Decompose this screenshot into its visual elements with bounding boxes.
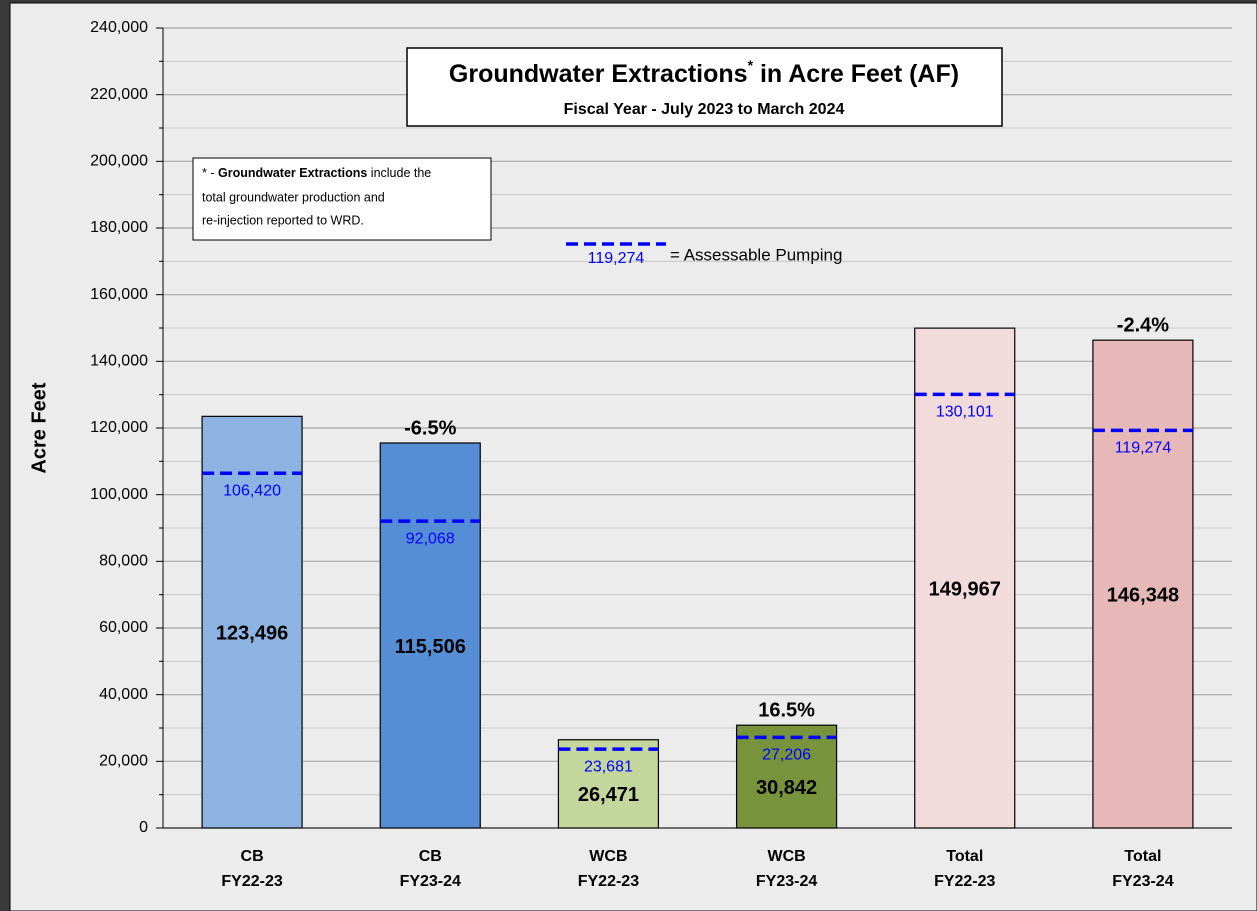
note-part: include the: [367, 166, 431, 180]
x-tick-label: FY23-24: [756, 873, 817, 890]
title-box: [406, 47, 1003, 127]
y-tick-label: 160,000: [90, 286, 148, 303]
y-tick-label: 80,000: [99, 553, 148, 570]
y-axis-label: Acre Feet: [28, 382, 50, 473]
change-label: 16.5%: [758, 699, 815, 721]
y-tick-label: 140,000: [90, 353, 148, 370]
y-tick-label: 60,000: [99, 619, 148, 636]
x-tick-label: CB: [241, 848, 264, 865]
y-tick-label: 0: [139, 819, 148, 836]
x-tick-label: WCB: [767, 848, 805, 865]
marks: 119,274 = Assessable Pumping CB FY22-23 123,…: [201, 242, 1194, 890]
y-tick-label: 180,000: [90, 219, 148, 236]
value-label: 26,471: [578, 784, 639, 806]
note-line: * - Groundwater Extractions include the: [202, 166, 431, 180]
x-tick-label: FY22-23: [934, 873, 995, 890]
x-tick-label: Total: [1124, 848, 1161, 865]
y-tick-label: 200,000: [90, 153, 148, 170]
value-label: 149,967: [929, 578, 1001, 600]
value-label: 123,496: [216, 622, 288, 644]
x-tick-label: FY22-23: [578, 873, 639, 890]
y-tick-label: 120,000: [90, 419, 148, 436]
bar: [735, 724, 838, 829]
title-part: *: [748, 57, 754, 73]
note-line: total groundwater production and: [202, 190, 385, 204]
x-tick-label: WCB: [589, 848, 627, 865]
bar: [201, 415, 303, 829]
assessable-label: 27,206: [762, 747, 811, 764]
note-part: * -: [202, 166, 218, 180]
value-label: 146,348: [1107, 584, 1179, 606]
y-tick-label: 220,000: [90, 86, 148, 103]
x-tick-label: FY22-23: [221, 873, 282, 890]
x-tick-label: CB: [419, 848, 442, 865]
bar: [557, 739, 660, 829]
chart-title: Groundwater Extractions* in Acre Feet (A…: [449, 57, 959, 88]
value-label: 115,506: [395, 636, 466, 658]
change-label: -6.5%: [404, 417, 456, 439]
y-tick-label: 20,000: [99, 753, 148, 770]
legend-label: = Assessable Pumping: [670, 245, 842, 264]
y-tick-label: 100,000: [90, 486, 148, 503]
bar: [379, 442, 481, 829]
y-tick-label: 240,000: [90, 19, 148, 36]
assessable-label: 130,101: [936, 404, 994, 421]
assessable-label: 106,420: [223, 482, 281, 499]
assessable-label: 119,274: [1115, 440, 1172, 457]
x-tick-label: Total: [946, 848, 983, 865]
title-part: Groundwater Extractions: [449, 60, 748, 88]
value-label: 30,842: [756, 777, 817, 799]
chart-subtitle: Fiscal Year - July 2023 to March 2024: [564, 101, 845, 118]
x-tick-label: FY23-24: [1112, 873, 1173, 890]
x-tick-label: FY23-24: [400, 873, 461, 890]
note-box: [192, 157, 492, 241]
y-tick-label: 40,000: [99, 686, 148, 703]
title-part: in Acre Feet (AF): [753, 60, 959, 88]
bar: [914, 327, 1016, 829]
assessable-label: 92,068: [406, 530, 455, 547]
legend-sample-label: 119,274: [588, 250, 645, 267]
note-line: re-injection reported to WRD.: [202, 213, 364, 227]
note-part: Groundwater Extractions: [218, 166, 367, 180]
assessable-label: 23,681: [584, 758, 633, 775]
change-label: -2.4%: [1117, 314, 1169, 336]
bar: [1092, 339, 1194, 829]
